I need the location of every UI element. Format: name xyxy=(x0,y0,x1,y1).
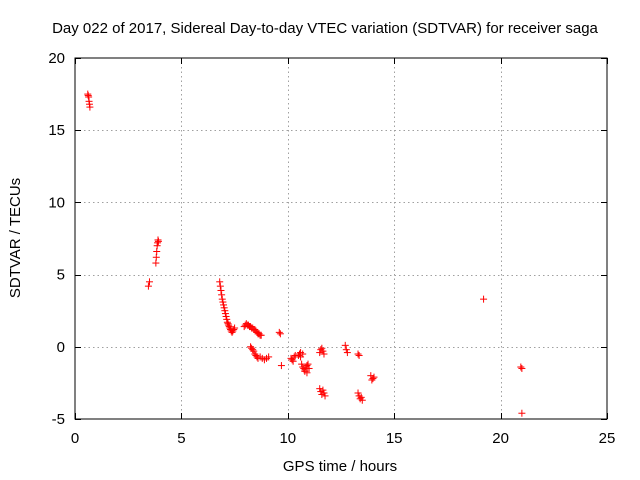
data-point xyxy=(219,298,227,306)
data-point xyxy=(228,328,236,336)
data-point xyxy=(218,295,226,303)
data-point xyxy=(305,364,313,372)
y-tick-label: 15 xyxy=(48,122,65,139)
data-point xyxy=(369,375,377,383)
data-point xyxy=(276,330,284,338)
data-point xyxy=(275,328,283,336)
data-point xyxy=(265,353,273,361)
data-point xyxy=(517,363,525,371)
data-point xyxy=(299,350,307,358)
data-point xyxy=(357,393,365,401)
data-point xyxy=(144,282,152,290)
data-points xyxy=(84,90,526,417)
data-point xyxy=(225,321,233,329)
data-point xyxy=(316,349,324,357)
y-tick-label: 20 xyxy=(48,50,65,67)
data-point xyxy=(355,351,363,359)
data-point xyxy=(222,312,230,320)
data-point xyxy=(225,323,233,331)
data-point xyxy=(220,301,228,309)
data-point xyxy=(354,350,362,358)
data-point xyxy=(370,373,378,381)
data-point xyxy=(220,304,228,312)
x-tick-label: 15 xyxy=(386,430,403,447)
plot-frame xyxy=(74,57,608,420)
data-point xyxy=(320,389,328,397)
data-point xyxy=(250,347,258,355)
data-point xyxy=(320,350,328,358)
data-point xyxy=(341,341,349,349)
data-point xyxy=(318,344,326,352)
data-point xyxy=(342,346,350,354)
data-point xyxy=(218,291,226,299)
x-tick-label: 5 xyxy=(177,430,185,447)
chart-title: Day 022 of 2017, Sidereal Day-to-day VTE… xyxy=(52,20,598,37)
data-point xyxy=(86,103,94,111)
y-tick-label: 5 xyxy=(57,267,65,284)
y-tick-label: 0 xyxy=(57,339,65,356)
x-tick-label: 20 xyxy=(492,430,509,447)
data-point xyxy=(257,331,265,339)
data-point xyxy=(303,369,311,377)
data-point xyxy=(319,386,327,394)
data-point xyxy=(321,392,329,400)
data-point xyxy=(304,360,312,368)
data-point xyxy=(518,364,526,372)
x-tick-label: 0 xyxy=(71,430,79,447)
data-point xyxy=(224,320,232,328)
data-point xyxy=(221,307,229,315)
data-point xyxy=(249,346,257,354)
data-point xyxy=(221,310,229,318)
data-point xyxy=(343,349,351,357)
data-point xyxy=(216,278,224,286)
data-point xyxy=(354,389,362,397)
x-axis-label: GPS time / hours xyxy=(283,458,397,475)
data-point xyxy=(231,324,239,332)
data-point xyxy=(289,357,297,365)
data-point xyxy=(358,396,366,404)
y-tick-label: -5 xyxy=(52,411,65,428)
data-point xyxy=(223,318,231,326)
data-point xyxy=(145,278,153,286)
data-point xyxy=(154,237,162,245)
data-point xyxy=(319,347,327,355)
data-point xyxy=(217,286,225,294)
x-tick-label: 10 xyxy=(279,430,296,447)
data-point xyxy=(230,325,238,333)
grid-layer xyxy=(75,58,607,419)
data-point xyxy=(298,360,306,368)
data-point xyxy=(518,409,526,417)
y-axis-label: SDTVAR / TECUs xyxy=(7,178,24,298)
data-point xyxy=(277,362,285,370)
tick-layer: 0 5 10 15 20 25 -5 0 5 10 15 20 xyxy=(48,50,615,447)
data-point xyxy=(316,385,324,393)
data-point xyxy=(223,315,231,323)
data-point xyxy=(216,282,224,290)
data-point xyxy=(290,353,298,361)
x-tick-label: 25 xyxy=(599,430,616,447)
data-point xyxy=(229,327,237,335)
data-point xyxy=(480,295,488,303)
y-tick-label: 10 xyxy=(48,194,65,211)
